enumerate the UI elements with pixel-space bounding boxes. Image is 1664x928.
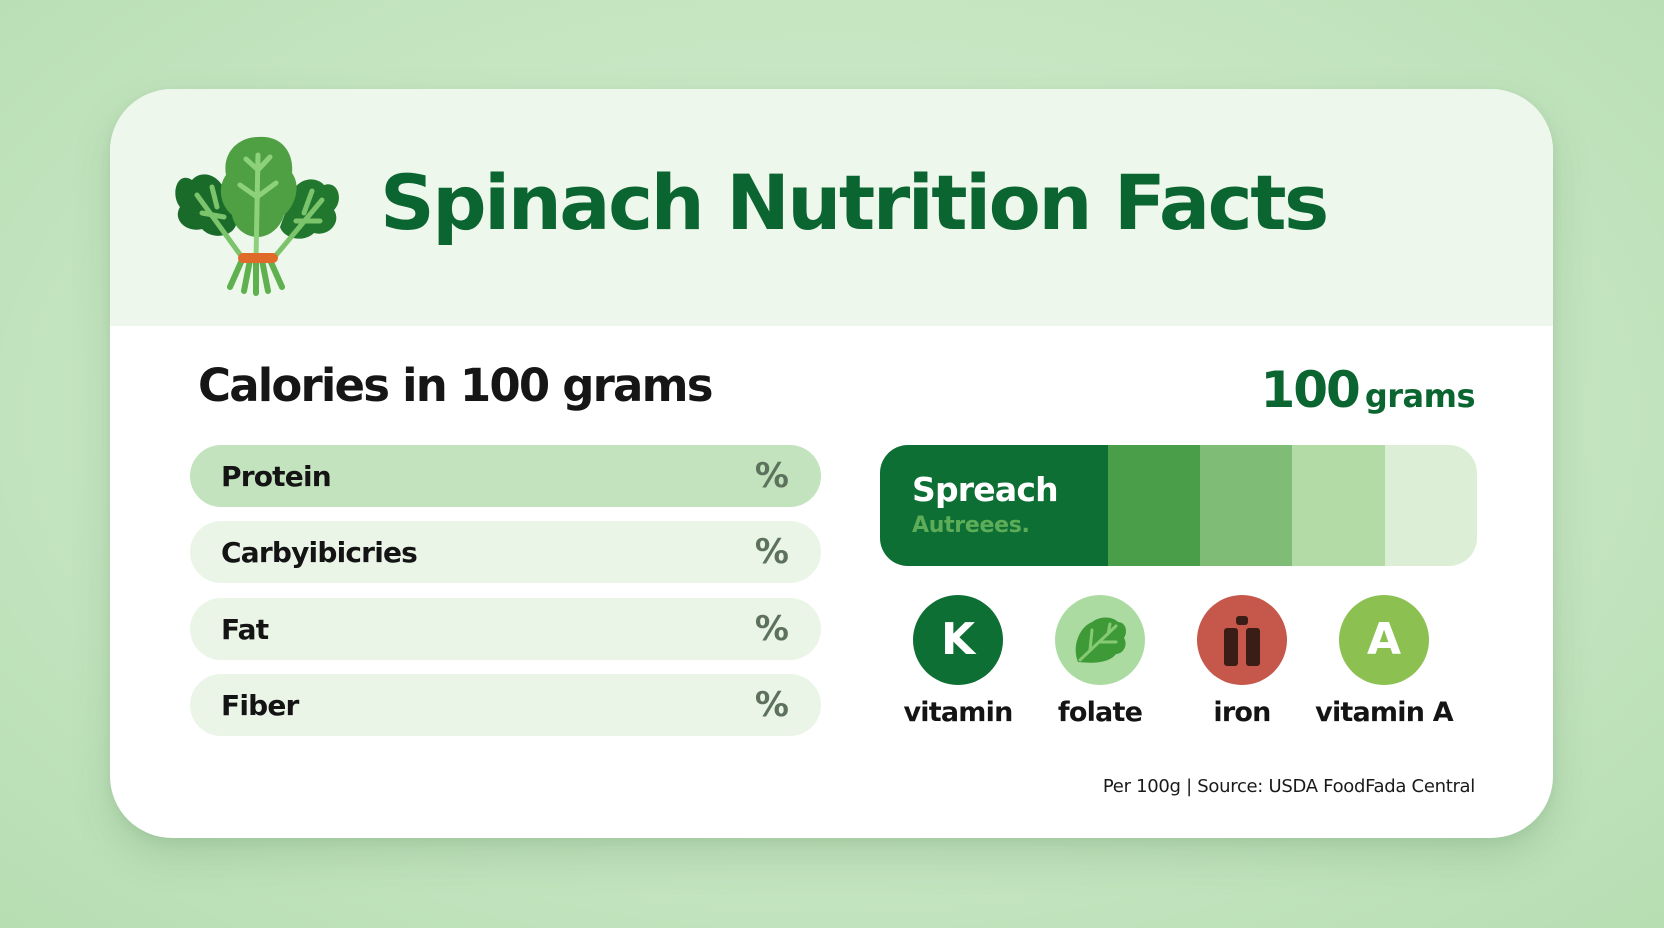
nutrient-label: iron: [1213, 697, 1271, 728]
card-header: Spinach Nutrition Facts: [110, 89, 1553, 326]
macro-row-carbohydrates[interactable]: Carbyibicries %: [190, 521, 821, 583]
serving-amount: 100: [1260, 361, 1360, 419]
macro-row-fiber[interactable]: Fiber %: [190, 674, 821, 736]
macro-label: Carbyibicries: [221, 535, 418, 569]
source-footnote: Per 100g | Source: USDA FoodFada Central: [1102, 776, 1475, 797]
serving-size: 100 grams: [1260, 365, 1475, 415]
macros-heading: Calories in 100 grams: [198, 359, 714, 412]
nutrient-scale-bar: Spreach Autreees.: [880, 445, 1477, 566]
macro-value: %: [754, 685, 789, 725]
nutrient-vitamin-a[interactable]: A vitamin A: [1314, 595, 1454, 726]
spinach-bunch-icon: [175, 136, 339, 296]
scale-segment-4: [1292, 445, 1385, 566]
scale-segment-2: [1108, 445, 1200, 566]
macro-label: Fiber: [221, 688, 299, 722]
macro-value: %: [754, 609, 789, 649]
nutrient-vitamin-k[interactable]: K vitamin: [888, 595, 1028, 726]
nutrient-label: folate: [1057, 697, 1143, 728]
macro-row-protein[interactable]: Protein %: [190, 445, 821, 507]
serving-unit: grams: [1364, 377, 1476, 415]
vitamin-a-glyph: A: [1366, 614, 1402, 665]
scale-bar-subtitle: Autreees.: [912, 513, 1030, 538]
vitamin-k-glyph: K: [940, 614, 976, 665]
leaf-icon: [1055, 595, 1145, 685]
page-title: Spinach Nutrition Facts: [380, 158, 1329, 247]
macro-label: Fat: [221, 612, 269, 646]
nutrient-label: vitamin A: [1315, 697, 1454, 728]
scale-segment-3: [1200, 445, 1292, 566]
macro-value: %: [754, 456, 789, 496]
scale-segment-5: [1385, 445, 1477, 566]
nutrient-label: vitamin: [903, 697, 1014, 728]
vitamin-a-icon: A: [1339, 595, 1429, 685]
nutrient-folate[interactable]: folate: [1030, 595, 1170, 726]
macro-row-fat[interactable]: Fat %: [190, 598, 821, 660]
scale-bar-title: Spreach: [912, 470, 1059, 509]
macro-value: %: [754, 532, 789, 572]
vitamin-k-icon: K: [913, 595, 1003, 685]
macro-label: Protein: [221, 459, 332, 493]
nutrient-iron[interactable]: iron: [1172, 595, 1312, 726]
iron-bars-icon: [1197, 595, 1287, 685]
nutrition-card: Spinach Nutrition Facts Calories in 100 …: [110, 89, 1553, 838]
scale-segment-1: Spreach Autreees.: [880, 445, 1108, 566]
